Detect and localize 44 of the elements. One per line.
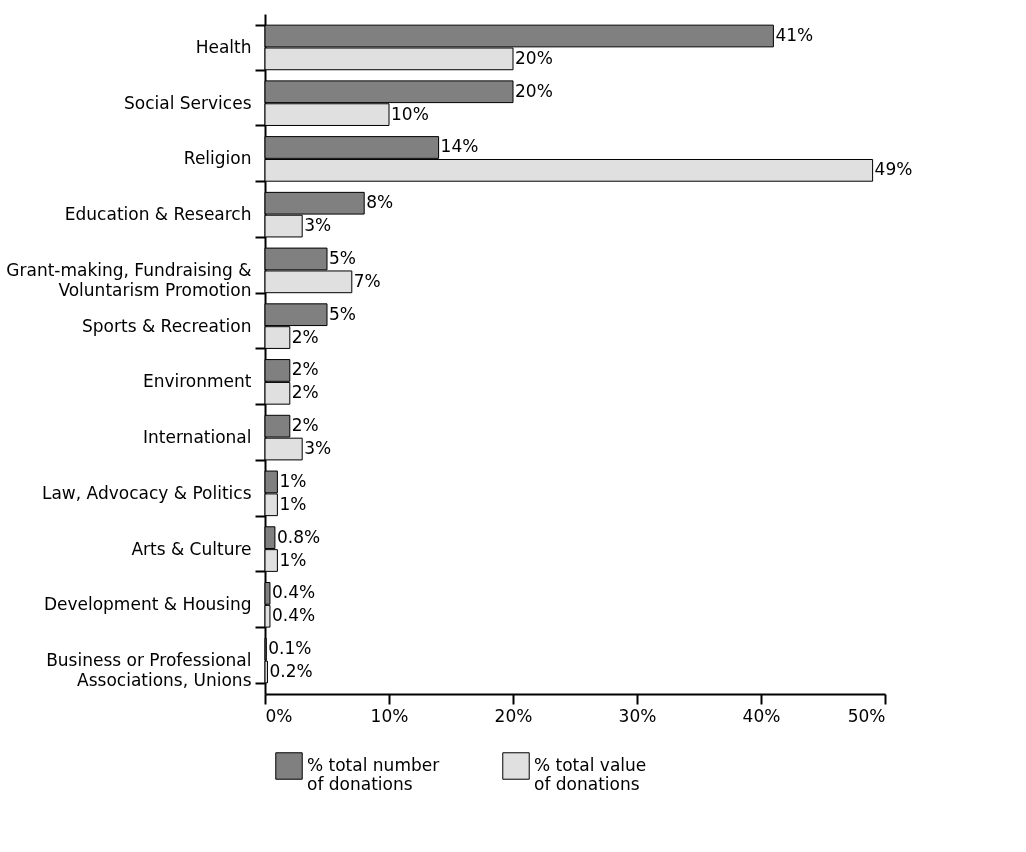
- y-tick-label: Environment: [142, 371, 252, 392]
- data-label: 3%: [304, 215, 332, 236]
- y-tick-label: Health: [195, 36, 252, 57]
- data-label: 0.1%: [268, 638, 312, 659]
- x-tick-label: 10%: [370, 705, 409, 726]
- x-tick-label: 20%: [494, 705, 533, 726]
- data-label: 14%: [440, 136, 479, 157]
- legend-label: % total number of donations: [307, 755, 440, 794]
- data-label: 0.4%: [271, 582, 316, 603]
- y-tick-label: Arts & Culture: [131, 538, 252, 559]
- data-label: 2%: [291, 415, 319, 436]
- data-label: 5%: [329, 303, 356, 324]
- data-label: 2%: [291, 359, 319, 380]
- y-tick-label: Religion: [183, 148, 252, 169]
- data-label: 1%: [279, 549, 307, 570]
- data-label: 7%: [353, 270, 381, 291]
- data-label: 20%: [515, 80, 553, 101]
- data-label: 49%: [874, 159, 913, 180]
- y-tick-label: Social Services: [124, 92, 252, 113]
- data-label: 1%: [279, 470, 307, 491]
- x-tick-label: 50%: [847, 705, 886, 726]
- data-label: 5%: [329, 247, 356, 268]
- legend-label: % total value of donations: [534, 755, 647, 794]
- x-tick-label: 30%: [618, 705, 657, 726]
- y-tick-label: Education & Research: [64, 204, 252, 225]
- data-label: 41%: [775, 25, 814, 46]
- y-tick-label: International: [143, 427, 252, 448]
- y-tick-label: Sports & Recreation: [82, 315, 252, 336]
- data-label: 10%: [391, 103, 429, 124]
- data-label: 8%: [366, 192, 394, 213]
- y-tick-label: Development & Housing: [43, 594, 252, 615]
- data-label: 0.4%: [271, 605, 316, 626]
- data-label: 3%: [304, 438, 332, 459]
- y-tick-label: Business or Professional Associations, Unions: [46, 650, 252, 691]
- x-tick-label: 0%: [265, 705, 293, 726]
- x-tick-label: 40%: [742, 705, 781, 726]
- y-tick-label: Grant-making, Fundraising & Voluntarism Promotion: [6, 259, 252, 300]
- data-label: 2%: [291, 382, 319, 403]
- data-label: 1%: [279, 493, 307, 514]
- data-label: 0.8%: [276, 526, 321, 547]
- y-tick-label: Law, Advocacy & Politics: [41, 482, 252, 503]
- data-label: 20%: [515, 47, 553, 68]
- data-label: 0.2%: [269, 660, 313, 681]
- data-label: 2%: [291, 326, 319, 347]
